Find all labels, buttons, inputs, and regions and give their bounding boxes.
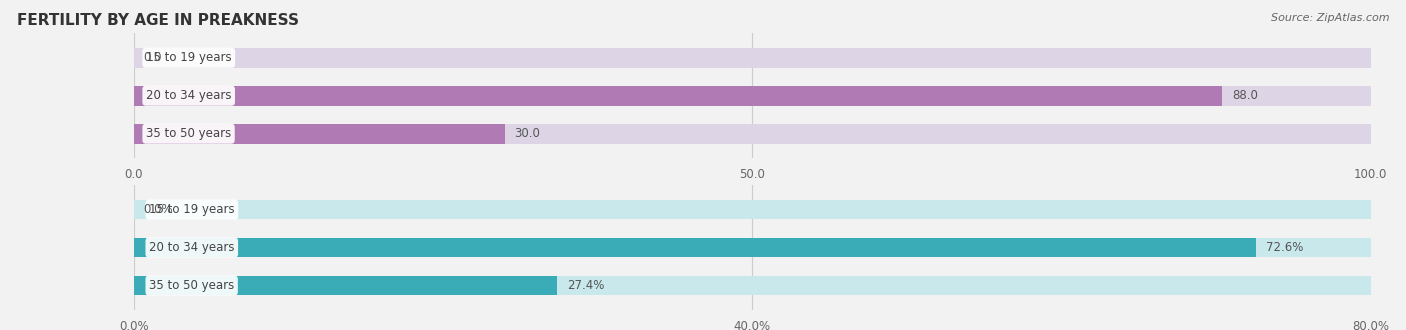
Text: 35 to 50 years: 35 to 50 years: [146, 127, 231, 140]
Text: 30.0: 30.0: [515, 127, 540, 140]
Bar: [134, 276, 557, 295]
Text: 35 to 50 years: 35 to 50 years: [149, 279, 235, 292]
Bar: [134, 48, 1371, 68]
Bar: [134, 238, 1371, 257]
Bar: [134, 276, 1371, 295]
Text: 20 to 34 years: 20 to 34 years: [149, 241, 235, 254]
Bar: [134, 86, 1371, 106]
Text: 88.0: 88.0: [1232, 89, 1258, 102]
Bar: [134, 238, 1257, 257]
Text: FERTILITY BY AGE IN PREAKNESS: FERTILITY BY AGE IN PREAKNESS: [17, 13, 299, 28]
Text: 0.0: 0.0: [143, 51, 162, 64]
Text: 20 to 34 years: 20 to 34 years: [146, 89, 232, 102]
Bar: [134, 124, 505, 144]
Bar: [134, 86, 1222, 106]
Bar: [134, 124, 1371, 144]
Text: 15 to 19 years: 15 to 19 years: [146, 51, 232, 64]
Text: 15 to 19 years: 15 to 19 years: [149, 203, 235, 216]
Text: Source: ZipAtlas.com: Source: ZipAtlas.com: [1271, 13, 1389, 23]
Bar: [134, 200, 1371, 219]
Text: 0.0%: 0.0%: [143, 203, 173, 216]
Text: 27.4%: 27.4%: [567, 279, 605, 292]
Text: 72.6%: 72.6%: [1267, 241, 1303, 254]
